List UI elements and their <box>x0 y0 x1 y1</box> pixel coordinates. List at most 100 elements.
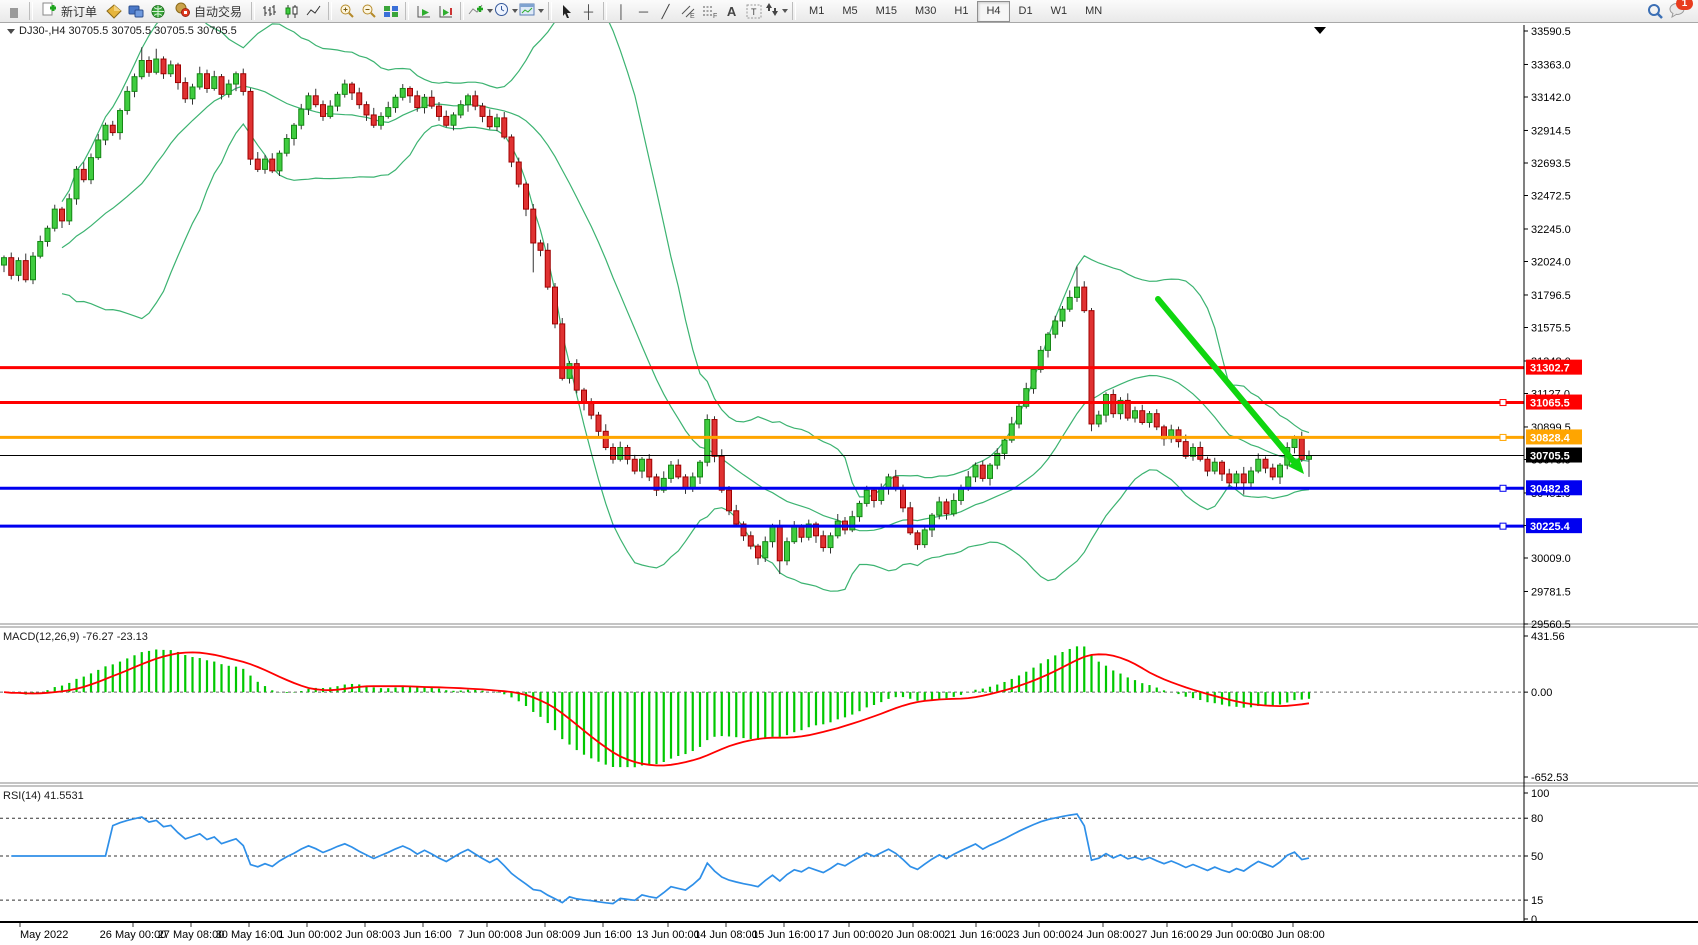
time-axis-label[interactable]: 2 Jun 08:00 <box>336 929 394 941</box>
arrows-button[interactable] <box>765 1 789 21</box>
chart-fragment-icon[interactable] <box>4 1 25 21</box>
bull-candle <box>1103 394 1109 416</box>
timeframe-button-mn[interactable]: MN <box>1085 5 1103 17</box>
time-axis-label[interactable]: 9 Jun 16:00 <box>574 929 632 941</box>
signal-globe-icon[interactable] <box>147 1 168 21</box>
price-badge-label: 31065.5 <box>1530 398 1570 410</box>
indicators-icon <box>468 2 484 20</box>
trend-arrow-line[interactable] <box>1155 296 1297 465</box>
timeframe-button-m30[interactable]: M30 <box>915 5 937 17</box>
time-axis-label[interactable]: 26 May 00:00 <box>100 929 167 941</box>
bear-candle <box>1298 438 1305 460</box>
line-handle[interactable] <box>1499 433 1507 441</box>
bull-candle <box>305 95 312 110</box>
fibonacci-icon[interactable]: F <box>699 1 720 21</box>
line-handle[interactable] <box>1499 522 1507 530</box>
bear-candle <box>312 95 319 106</box>
horizontal-line-icon[interactable]: ─ <box>638 3 649 19</box>
bear-candle <box>1124 399 1131 419</box>
bull-candle <box>1074 286 1080 298</box>
bull-candle <box>639 458 645 472</box>
line-handle[interactable] <box>1499 399 1507 407</box>
price-axis-tick-label: 31796.5 <box>1531 290 1571 302</box>
tile-windows-icon[interactable] <box>380 1 401 21</box>
timeframe-button-m15[interactable]: M15 <box>875 5 897 17</box>
chart-menu-icon[interactable] <box>7 28 15 34</box>
bear-candle <box>559 323 566 379</box>
bear-candle <box>552 286 558 325</box>
period-button[interactable] <box>494 1 519 21</box>
line-handle[interactable] <box>1499 484 1507 492</box>
bear-candle <box>436 105 442 117</box>
time-axis-label[interactable]: 30 Jun 08:00 <box>1261 929 1325 941</box>
search-icon[interactable] <box>1645 1 1666 21</box>
line-chart-icon[interactable] <box>303 1 324 21</box>
cursor-icon[interactable] <box>556 1 577 21</box>
zoom-out-icon[interactable] <box>358 1 379 21</box>
time-axis-label[interactable]: 7 Jun 00:00 <box>458 929 516 941</box>
time-axis-label[interactable]: 27 Jun 16:00 <box>1135 929 1199 941</box>
chart-shift-icon[interactable] <box>435 1 456 21</box>
candlestick-chart-icon[interactable] <box>281 1 302 21</box>
timeframe-button-d1[interactable]: D1 <box>1018 5 1033 17</box>
zoom-in-icon[interactable] <box>336 1 357 21</box>
vertical-line-icon[interactable]: │ <box>617 3 626 19</box>
bear-candle <box>363 104 370 116</box>
indicators-button[interactable] <box>468 1 494 21</box>
auto-scroll-icon[interactable] <box>413 1 434 21</box>
time-axis-label[interactable]: 23 Jun 00:00 <box>1007 929 1071 941</box>
bear-candle <box>22 260 29 281</box>
timeframe-button-m5[interactable]: M5 <box>842 5 858 17</box>
time-axis-label[interactable]: 3 Jun 16:00 <box>394 929 452 941</box>
svg-text:E: E <box>690 13 695 19</box>
auto-trading-button[interactable]: 自动交易 <box>169 1 247 21</box>
text-label-icon[interactable]: T <box>743 1 764 21</box>
chart-background <box>0 23 1698 945</box>
bull-candle <box>153 58 160 73</box>
bull-candle <box>211 76 218 89</box>
time-axis-label[interactable]: May 2022 <box>20 929 68 941</box>
time-axis-label[interactable]: 1 Jun 00:00 <box>278 929 336 941</box>
time-axis-label[interactable]: 17 Jun 00:00 <box>817 929 881 941</box>
time-axis-label[interactable]: 30 May 16:00 <box>216 929 283 941</box>
time-axis-label[interactable]: 15 Jun 16:00 <box>752 929 816 941</box>
toolbar-separator <box>29 2 33 20</box>
bear-candle <box>755 545 761 559</box>
bar-chart-icon[interactable] <box>259 1 280 21</box>
bull-candle <box>298 108 305 126</box>
bull-candle <box>378 115 384 126</box>
terminals-icon[interactable] <box>125 1 146 21</box>
timeframe-button-h1[interactable]: H1 <box>954 5 969 17</box>
time-axis-label[interactable]: 29 Jun 00:00 <box>1200 929 1264 941</box>
time-axis-label[interactable]: 21 Jun 16:00 <box>944 929 1008 941</box>
time-axis-label[interactable]: 14 Jun 08:00 <box>694 929 758 941</box>
text-icon[interactable]: A <box>726 3 737 19</box>
rsi-indicator-label: RSI(14) 41.5531 <box>3 790 84 802</box>
time-axis-label[interactable]: 8 Jun 08:00 <box>516 929 574 941</box>
time-axis-label[interactable]: 27 May 08:00 <box>158 929 225 941</box>
rsi-axis-label: 100 <box>1531 788 1549 800</box>
bull-candle <box>457 104 464 116</box>
price-axis-tick-label: 32693.5 <box>1531 158 1571 170</box>
new-order-button[interactable]: 新订单 <box>37 1 102 21</box>
channel-icon[interactable]: E <box>677 1 698 21</box>
bear-candle <box>80 168 87 181</box>
bull-candle <box>987 464 993 479</box>
time-axis-label[interactable]: 20 Jun 08:00 <box>881 929 945 941</box>
bollinger-middle-band <box>61 85 1310 532</box>
gold-diamond-icon[interactable] <box>103 1 124 21</box>
trendline-icon[interactable]: ╱ <box>661 3 670 19</box>
time-axis-label[interactable]: 24 Jun 08:00 <box>1071 929 1135 941</box>
chart-shift-marker[interactable] <box>1314 27 1326 34</box>
timeframe-button-h4[interactable]: H4 <box>977 0 1010 22</box>
chat-button[interactable]: 1 <box>1667 0 1693 21</box>
timeframe-button-w1[interactable]: W1 <box>1050 5 1068 17</box>
time-axis-label[interactable]: 13 Jun 00:00 <box>636 929 700 941</box>
timeframe-button-m1[interactable]: M1 <box>809 5 825 17</box>
symbol-header[interactable]: DJ30-,H4 30705.5 30705.5 30705.5 30705.5 <box>7 25 237 37</box>
template-button[interactable] <box>519 1 545 21</box>
price-badge <box>1526 447 1582 463</box>
bull-candle <box>95 139 102 159</box>
crosshair-icon[interactable]: ┼ <box>583 3 594 19</box>
